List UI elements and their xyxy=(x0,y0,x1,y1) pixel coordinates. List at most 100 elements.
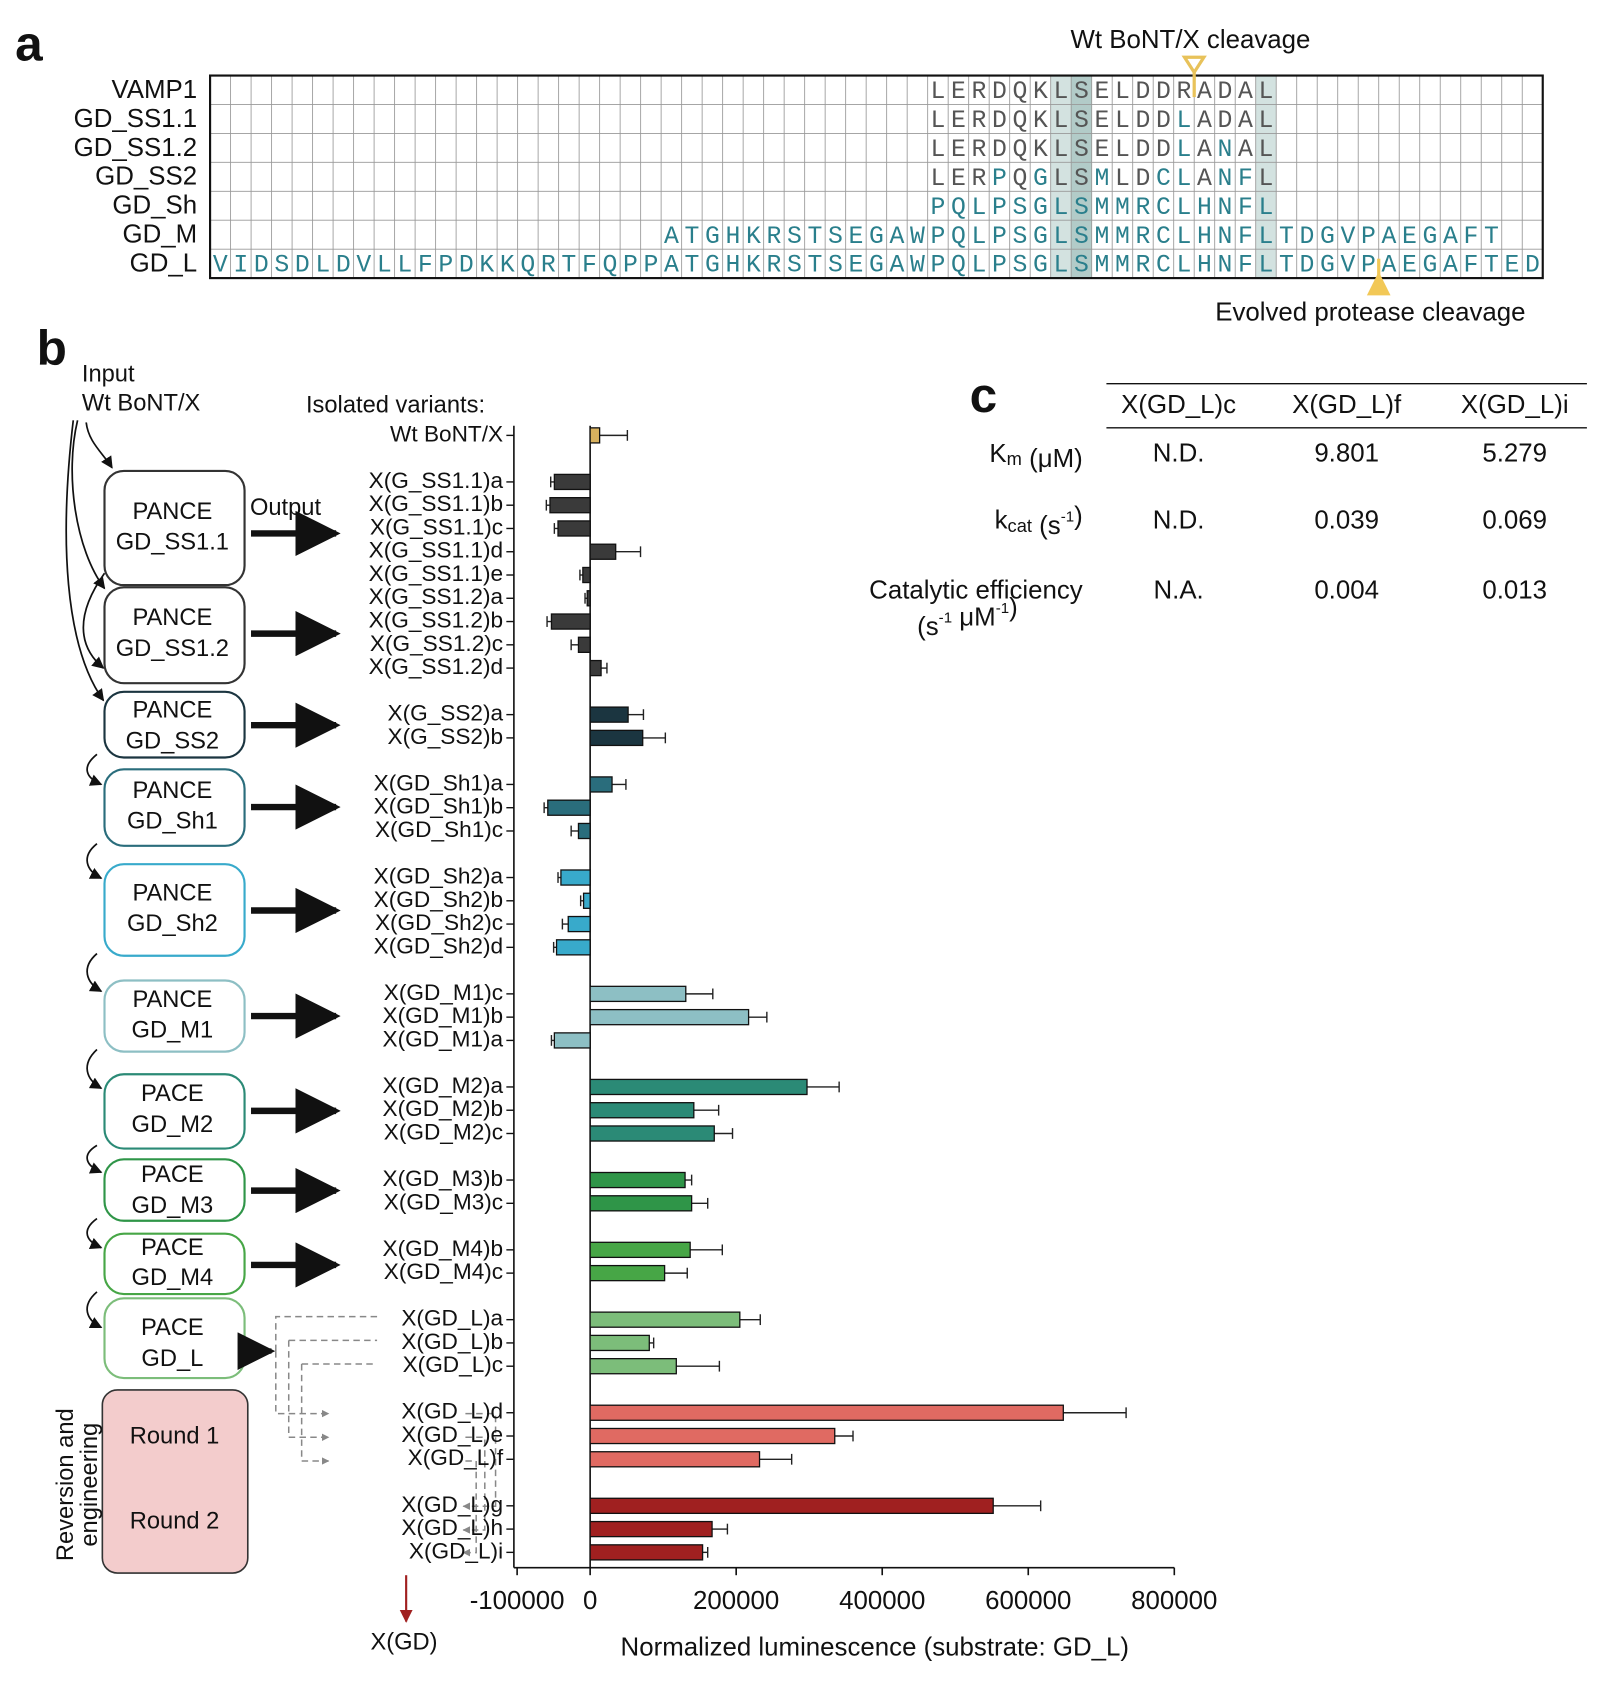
category-label: X(G_SS1.2)c xyxy=(370,631,503,656)
bar xyxy=(589,1102,695,1119)
category-label: X(G_SS1.1)c xyxy=(370,514,503,539)
stage-method: PANCE xyxy=(132,499,212,525)
bar xyxy=(586,590,591,607)
round-label: Round 1 xyxy=(130,1424,220,1450)
category-label: X(GD_Sh2)b xyxy=(374,887,503,912)
sequence-name: GD_SS1.2 xyxy=(74,134,198,162)
bar xyxy=(589,1544,704,1561)
reversion-label: engineering xyxy=(77,1423,103,1547)
final-variant: X(GD) xyxy=(370,1629,437,1655)
stage-box xyxy=(103,586,246,685)
evolved-cleavage-marker xyxy=(1366,271,1391,296)
category-label: X(GD_L)b xyxy=(401,1329,503,1354)
stage-method: PANCE xyxy=(132,987,212,1013)
category-label: X(GD_L)d xyxy=(401,1399,503,1424)
table-cell: 0.069 xyxy=(1482,506,1547,534)
reversion-box xyxy=(101,1389,249,1574)
sequence-name: VAMP1 xyxy=(111,76,197,104)
category-label: X(GD_L)a xyxy=(401,1306,503,1331)
category-label: X(GD_Sh1)b xyxy=(374,794,503,819)
column-header: X(GD_L)i xyxy=(1461,391,1569,419)
highlight-column xyxy=(1255,75,1277,279)
stage-target: GD_M2 xyxy=(132,1112,214,1138)
stage-target: GD_Sh1 xyxy=(127,808,218,834)
bar xyxy=(582,566,591,584)
sequence-name: GD_SS1.1 xyxy=(74,105,198,133)
category-label: X(G_SS1.2)a xyxy=(369,584,504,609)
stage-target: GD_SS1.2 xyxy=(116,636,229,662)
stage-target: GD_Sh2 xyxy=(127,911,218,937)
panel-label: c xyxy=(970,367,998,423)
category-label: X(GD_Sh1)c xyxy=(375,817,503,842)
category-label: X(GD_Sh1)a xyxy=(374,770,504,795)
stage-target: GD_M1 xyxy=(132,1017,214,1043)
highlight-column xyxy=(1050,75,1072,279)
label-part: ) xyxy=(1074,502,1083,530)
category-label: X(GD_Sh2)a xyxy=(374,863,504,888)
row-label: kcat (s-1) xyxy=(995,502,1083,540)
bar xyxy=(589,1125,715,1142)
bar xyxy=(589,543,617,560)
bar xyxy=(589,1451,761,1468)
bar xyxy=(589,1497,994,1515)
bar xyxy=(589,776,613,793)
bar xyxy=(589,985,687,1003)
bar xyxy=(589,1195,693,1212)
table-cell: N.D. xyxy=(1153,440,1205,468)
category-label: X(G_SS1.1)d xyxy=(369,538,503,563)
category-label: X(GD_Sh2)d xyxy=(374,933,503,958)
stage-box xyxy=(103,1158,246,1222)
bar xyxy=(589,1264,666,1282)
category-label: X(G_SS2)b xyxy=(388,724,504,749)
category-label: X(GD_L)c xyxy=(403,1352,504,1377)
category-label: X(GD_M1)c xyxy=(384,980,503,1005)
wt-cleavage-marker xyxy=(1181,55,1207,76)
stage-box xyxy=(103,979,246,1053)
stage-method: PACE xyxy=(141,1081,204,1107)
stage-target: GD_SS2 xyxy=(126,729,219,755)
stage-target: GD_SS1.1 xyxy=(116,529,229,555)
bar xyxy=(549,497,591,514)
reversion-label: Reversion and xyxy=(53,1408,79,1561)
bar xyxy=(577,822,591,840)
output-label: Output xyxy=(250,495,322,521)
bar xyxy=(547,799,591,816)
bar xyxy=(589,1427,836,1445)
column-header: X(GD_L)c xyxy=(1121,391,1236,419)
stage-box xyxy=(103,863,246,957)
bar xyxy=(577,636,591,654)
bar xyxy=(553,1032,591,1049)
label-part: (s xyxy=(1032,512,1061,540)
bar xyxy=(589,1311,741,1328)
stage-method: PACE xyxy=(141,1315,204,1341)
label-part: Catalytic efficiency xyxy=(869,576,1083,604)
reversion-links xyxy=(275,1315,497,1557)
category-label: X(G_SS2)a xyxy=(388,701,504,726)
x-tick-label: 200000 xyxy=(693,1587,779,1615)
bar xyxy=(567,915,591,933)
bar xyxy=(589,1171,686,1189)
table-cell: 5.279 xyxy=(1482,440,1547,468)
category-label: Wt BoNT/X xyxy=(390,421,503,446)
bar xyxy=(560,869,591,886)
stage-box xyxy=(103,469,246,587)
category-label: X(GD_M1)a xyxy=(383,1026,504,1051)
panel-label: a xyxy=(15,16,43,72)
category-label: X(G_SS1.1)b xyxy=(369,491,503,516)
category-label: X(GD_M3)c xyxy=(384,1189,503,1214)
category-label: X(GD_L)f xyxy=(408,1445,504,1470)
round-label: Round 2 xyxy=(130,1509,220,1535)
sequence-name: GD_M xyxy=(122,221,197,249)
evolved-cleavage-label: Evolved protease cleavage xyxy=(1215,298,1525,326)
bar xyxy=(589,1520,713,1538)
category-label: X(GD_M4)c xyxy=(384,1259,503,1284)
stage-method: PANCE xyxy=(132,778,212,804)
bar xyxy=(589,1078,808,1096)
label-part: k xyxy=(995,506,1008,534)
x-tick-label: 400000 xyxy=(839,1587,925,1615)
category-label: X(GD_Sh2)c xyxy=(375,910,503,935)
input-label: Input xyxy=(82,361,135,387)
label-part: -1 xyxy=(996,600,1009,617)
